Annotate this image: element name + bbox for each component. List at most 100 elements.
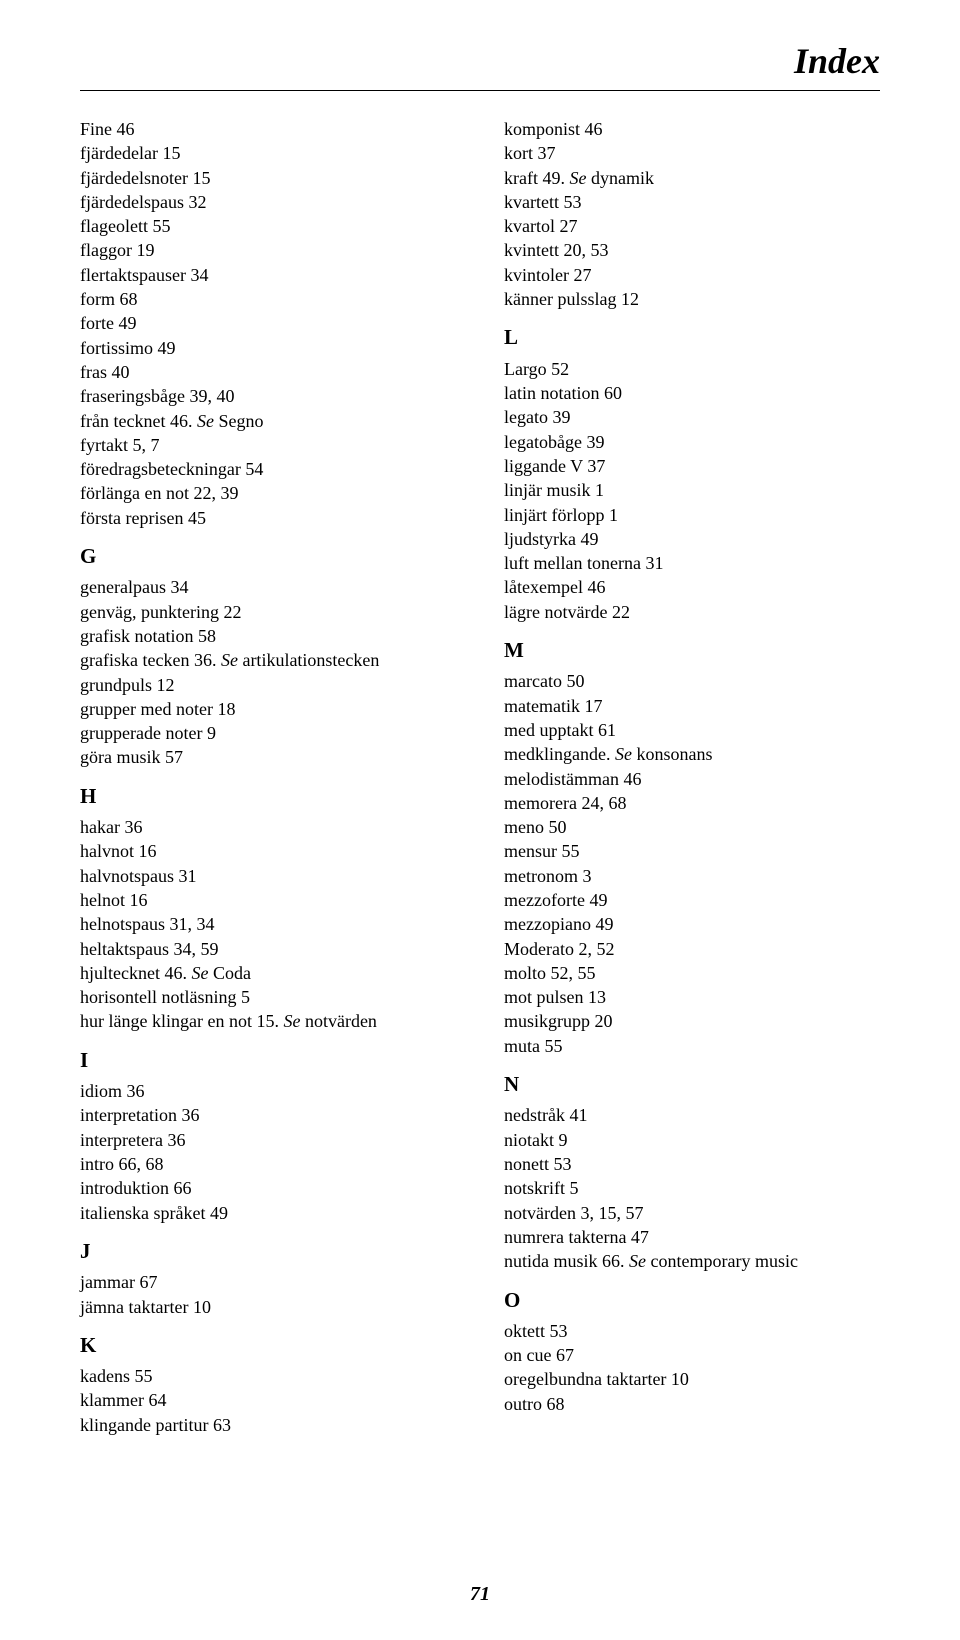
index-entry: Fine 46 [80, 117, 456, 141]
index-entry-see: medklingande. Se konsonans [504, 742, 880, 766]
index-title: Index [80, 40, 880, 91]
index-entry: kvintoler 27 [504, 263, 880, 287]
index-entry: fraseringsbåge 39, 40 [80, 384, 456, 408]
index-entry: hakar 36 [80, 815, 456, 839]
entry-main: nutida musik 66. [504, 1251, 629, 1271]
index-entry: fjärdedelspaus 32 [80, 190, 456, 214]
index-entry: fortissimo 49 [80, 336, 456, 360]
section-letter: L [504, 323, 880, 351]
index-entry: molto 52, 55 [504, 961, 880, 985]
index-entry: jämna taktarter 10 [80, 1295, 456, 1319]
index-entry: metronom 3 [504, 864, 880, 888]
index-entry: halvnotspaus 31 [80, 864, 456, 888]
index-entry: matematik 17 [504, 694, 880, 718]
entry-main: grafiska tecken 36. [80, 650, 221, 670]
index-entry: flageolett 55 [80, 214, 456, 238]
see-label: Se [197, 411, 214, 431]
index-entry-see: grafiska tecken 36. Se artikulationsteck… [80, 648, 456, 672]
index-entry: liggande V 37 [504, 454, 880, 478]
see-target: Segno [214, 411, 264, 431]
index-entry: lägre notvärde 22 [504, 600, 880, 624]
index-entry: notvärden 3, 15, 57 [504, 1201, 880, 1225]
index-entry: fyrtakt 5, 7 [80, 433, 456, 457]
section-letter: H [80, 782, 456, 810]
index-entry: grupper med noter 18 [80, 697, 456, 721]
index-entry: legato 39 [504, 405, 880, 429]
index-entry: låtexempel 46 [504, 575, 880, 599]
index-entry: nonett 53 [504, 1152, 880, 1176]
index-entry: mensur 55 [504, 839, 880, 863]
index-entry: grundpuls 12 [80, 673, 456, 697]
index-entry-see: nutida musik 66. Se contemporary music [504, 1249, 880, 1273]
index-entry: musikgrupp 20 [504, 1009, 880, 1033]
index-entry: förlänga en not 22, 39 [80, 481, 456, 505]
index-entry-see: hjultecknet 46. Se Coda [80, 961, 456, 985]
index-entry: helnotspaus 31, 34 [80, 912, 456, 936]
index-entry: Largo 52 [504, 357, 880, 381]
entry-main: medklingande. [504, 744, 615, 764]
index-entry: fjärdedelar 15 [80, 141, 456, 165]
index-entry: oregelbundna taktarter 10 [504, 1367, 880, 1391]
index-entry: med upptakt 61 [504, 718, 880, 742]
see-label: Se [629, 1251, 646, 1271]
right-column: komponist 46kort 37kraft 49. Se dynamikk… [504, 117, 880, 1437]
index-entry: muta 55 [504, 1034, 880, 1058]
index-entry: känner pulsslag 12 [504, 287, 880, 311]
entry-main: hur länge klingar en not 15. [80, 1011, 283, 1031]
index-entry: fras 40 [80, 360, 456, 384]
index-entry: latin notation 60 [504, 381, 880, 405]
index-entry: meno 50 [504, 815, 880, 839]
index-entry: horisontell notläsning 5 [80, 985, 456, 1009]
index-entry: klingande partitur 63 [80, 1413, 456, 1437]
index-entry: intro 66, 68 [80, 1152, 456, 1176]
section-letter: I [80, 1046, 456, 1074]
index-entry: outro 68 [504, 1392, 880, 1416]
index-entry: jammar 67 [80, 1270, 456, 1294]
index-entry: legatobåge 39 [504, 430, 880, 454]
index-entry: introduktion 66 [80, 1176, 456, 1200]
see-target: notvärden [300, 1011, 376, 1031]
page-number: 71 [0, 1583, 960, 1606]
index-entry: linjärt förlopp 1 [504, 503, 880, 527]
index-entry: interpretera 36 [80, 1128, 456, 1152]
index-entry: luft mellan tonerna 31 [504, 551, 880, 575]
see-target: Coda [208, 963, 251, 983]
index-entry: flertaktspauser 34 [80, 263, 456, 287]
see-label: Se [569, 168, 586, 188]
index-entry: forte 49 [80, 311, 456, 335]
index-entry: göra musik 57 [80, 745, 456, 769]
index-entry: kort 37 [504, 141, 880, 165]
index-entry: melodistämman 46 [504, 767, 880, 791]
index-entry: Moderato 2, 52 [504, 937, 880, 961]
index-entry: första reprisen 45 [80, 506, 456, 530]
section-letter: O [504, 1286, 880, 1314]
index-entry: grafisk notation 58 [80, 624, 456, 648]
see-target: konsonans [632, 744, 713, 764]
see-label: Se [615, 744, 632, 764]
left-column: Fine 46fjärdedelar 15fjärdedelsnoter 15f… [80, 117, 456, 1437]
index-entry: memorera 24, 68 [504, 791, 880, 815]
index-entry: helnot 16 [80, 888, 456, 912]
index-entry: mezzoforte 49 [504, 888, 880, 912]
index-entry-see: hur länge klingar en not 15. Se notvärde… [80, 1009, 456, 1033]
index-entry: notskrift 5 [504, 1176, 880, 1200]
see-target: dynamik [586, 168, 654, 188]
see-label: Se [283, 1011, 300, 1031]
index-entry: kadens 55 [80, 1364, 456, 1388]
entry-main: hjultecknet 46. [80, 963, 191, 983]
index-entry: föredragsbeteckningar 54 [80, 457, 456, 481]
index-entry-see: från tecknet 46. Se Segno [80, 409, 456, 433]
entry-main: från tecknet 46. [80, 411, 197, 431]
index-entry: niotakt 9 [504, 1128, 880, 1152]
see-target: contemporary music [646, 1251, 798, 1271]
index-entry: genväg, punktering 22 [80, 600, 456, 624]
index-entry: oktett 53 [504, 1319, 880, 1343]
index-entry: klammer 64 [80, 1388, 456, 1412]
index-entry-see: kraft 49. Se dynamik [504, 166, 880, 190]
section-letter: G [80, 542, 456, 570]
index-entry: kvartol 27 [504, 214, 880, 238]
section-letter: N [504, 1070, 880, 1098]
see-label: Se [221, 650, 238, 670]
index-entry: on cue 67 [504, 1343, 880, 1367]
index-entry: heltaktspaus 34, 59 [80, 937, 456, 961]
